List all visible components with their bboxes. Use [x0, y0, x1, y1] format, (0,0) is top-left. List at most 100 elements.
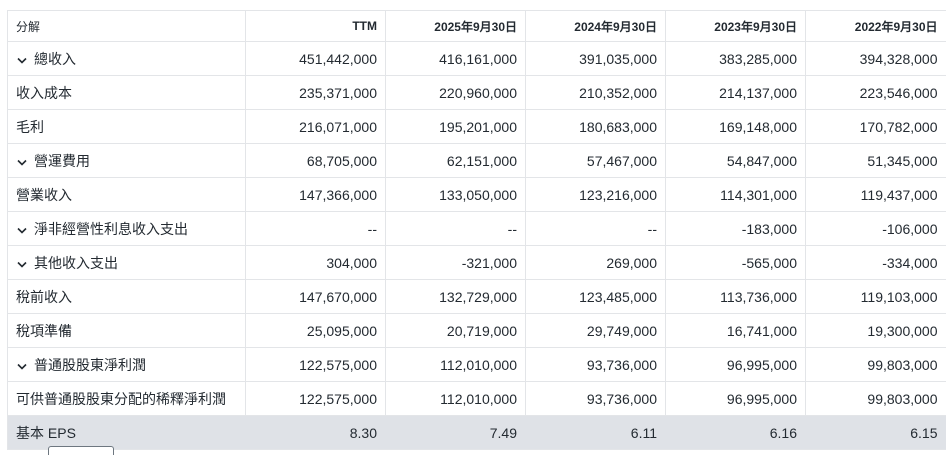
value-cell: 112,010,000: [385, 347, 526, 382]
chevron-down-icon[interactable]: [16, 362, 28, 373]
table-row: 營業收入 147,366,000 133,050,000 123,216,000 114…: [7, 177, 946, 212]
value-cell: 147,670,000: [245, 279, 386, 314]
row-label: 營運費用: [34, 152, 90, 169]
value-cell: 7.49: [385, 415, 526, 450]
value-cell: 123,485,000: [525, 279, 666, 314]
row-label-cell: 稅項準備: [7, 313, 246, 348]
value-cell: 210,352,000: [525, 75, 666, 110]
value-cell: 29,749,000: [525, 313, 666, 348]
column-header-2024: 2024年9月30日: [525, 10, 666, 42]
value-cell: 451,442,000: [245, 41, 386, 76]
value-cell: -334,000: [805, 245, 946, 280]
value-cell: 99,803,000: [805, 381, 946, 416]
value-cell: 113,736,000: [665, 279, 806, 314]
value-cell: 62,151,000: [385, 143, 526, 178]
value-cell: -565,000: [665, 245, 806, 280]
value-cell: 394,328,000: [805, 41, 946, 76]
value-cell: 383,285,000: [665, 41, 806, 76]
chevron-down-icon[interactable]: [16, 158, 28, 169]
value-cell: 235,371,000: [245, 75, 386, 110]
value-cell: 96,995,000: [665, 347, 806, 382]
table-row: 收入成本 235,371,000 220,960,000 210,352,000 214…: [7, 75, 946, 110]
value-cell: 214,137,000: [665, 75, 806, 110]
column-header-ttm: TTM: [245, 10, 386, 42]
value-cell: 195,201,000: [385, 109, 526, 144]
value-cell: 132,729,000: [385, 279, 526, 314]
chevron-down-icon[interactable]: [16, 226, 28, 237]
value-cell: 416,161,000: [385, 41, 526, 76]
row-label: 可供普通股股東分配的稀釋淨利潤: [16, 390, 226, 407]
value-cell: 16,741,000: [665, 313, 806, 348]
value-cell: 93,736,000: [525, 381, 666, 416]
row-label-cell[interactable]: 其他收入支出: [7, 245, 246, 280]
row-label-cell: 收入成本: [7, 75, 246, 110]
value-cell: -183,000: [665, 211, 806, 246]
value-cell: -321,000: [385, 245, 526, 280]
table-row: 毛利 216,071,000 195,201,000 180,683,000 169,1…: [7, 109, 946, 144]
row-label: 營業收入: [16, 186, 72, 203]
value-cell: 8.30: [245, 415, 386, 450]
row-label-cell[interactable]: 淨非經營性利息收入支出: [7, 211, 246, 246]
value-cell: 216,071,000: [245, 109, 386, 144]
row-label-cell: 稅前收入: [7, 279, 246, 314]
value-cell: --: [525, 211, 666, 246]
value-cell: 57,467,000: [525, 143, 666, 178]
chevron-down-icon[interactable]: [16, 56, 28, 67]
value-cell: 96,995,000: [665, 381, 806, 416]
value-cell: 20,719,000: [385, 313, 526, 348]
row-label-cell: 營業收入: [7, 177, 246, 212]
row-label: 稅項準備: [16, 322, 72, 339]
header-row: 分解 TTM 2025年9月30日 2024年9月30日 2023年9月30日 …: [7, 10, 946, 42]
value-cell: 122,575,000: [245, 347, 386, 382]
chevron-down-icon[interactable]: [16, 260, 28, 271]
table-row: 稅項準備 25,095,000 20,719,000 29,749,000 16,741…: [7, 313, 946, 348]
value-cell: 304,000: [245, 245, 386, 280]
value-cell: 391,035,000: [525, 41, 666, 76]
row-label-cell: 可供普通股股東分配的稀釋淨利潤: [7, 381, 246, 416]
row-label-cell[interactable]: 營運費用: [7, 143, 246, 178]
value-cell: 122,575,000: [245, 381, 386, 416]
table-row: 營運費用 68,705,000 62,151,000 57,467,000 54,847…: [7, 143, 946, 178]
column-header-2025: 2025年9月30日: [385, 10, 526, 42]
value-cell: 112,010,000: [385, 381, 526, 416]
value-cell: 6.11: [525, 415, 666, 450]
row-label: 淨非經營性利息收入支出: [34, 220, 188, 237]
row-label-cell: 基本 EPS: [7, 415, 246, 450]
column-header-breakdown: 分解: [7, 10, 246, 42]
value-cell: 54,847,000: [665, 143, 806, 178]
table-row: 基本 EPS 8.30 7.49 6.11 6.16 6.15: [7, 415, 946, 450]
table-row: 總收入 451,442,000 416,161,000 391,035,000 383,…: [7, 41, 946, 76]
value-cell: 180,683,000: [525, 109, 666, 144]
value-cell: 99,803,000: [805, 347, 946, 382]
table-row: 淨非經營性利息收入支出 -- -- -- -183,000 -106,000: [7, 211, 946, 246]
value-cell: -106,000: [805, 211, 946, 246]
value-cell: 223,546,000: [805, 75, 946, 110]
value-cell: 6.15: [805, 415, 946, 450]
value-cell: 169,148,000: [665, 109, 806, 144]
column-header-2023: 2023年9月30日: [665, 10, 806, 42]
income-statement-table: 分解 TTM 2025年9月30日 2024年9月30日 2023年9月30日 …: [7, 10, 946, 450]
row-label: 普通股股東淨利潤: [34, 356, 146, 373]
row-label-cell: 毛利: [7, 109, 246, 144]
value-cell: 220,960,000: [385, 75, 526, 110]
row-label-cell[interactable]: 總收入: [7, 41, 246, 76]
row-label: 基本 EPS: [16, 424, 76, 441]
value-cell: 133,050,000: [385, 177, 526, 212]
column-header-2022: 2022年9月30日: [805, 10, 946, 42]
row-label: 收入成本: [16, 84, 72, 101]
row-label: 毛利: [16, 118, 44, 135]
table-row: 可供普通股股東分配的稀釋淨利潤 122,575,000 112,010,000 93,…: [7, 381, 946, 416]
value-cell: 269,000: [525, 245, 666, 280]
value-cell: 25,095,000: [245, 313, 386, 348]
value-cell: 6.16: [665, 415, 806, 450]
value-cell: 119,103,000: [805, 279, 946, 314]
row-label: 稅前收入: [16, 288, 72, 305]
value-cell: 51,345,000: [805, 143, 946, 178]
value-cell: --: [245, 211, 386, 246]
row-label-cell[interactable]: 普通股股東淨利潤: [7, 347, 246, 382]
value-cell: 119,437,000: [805, 177, 946, 212]
value-cell: 68,705,000: [245, 143, 386, 178]
table-row: 普通股股東淨利潤 122,575,000 112,010,000 93,736,000…: [7, 347, 946, 382]
row-label: 其他收入支出: [34, 254, 118, 271]
value-cell: 93,736,000: [525, 347, 666, 382]
